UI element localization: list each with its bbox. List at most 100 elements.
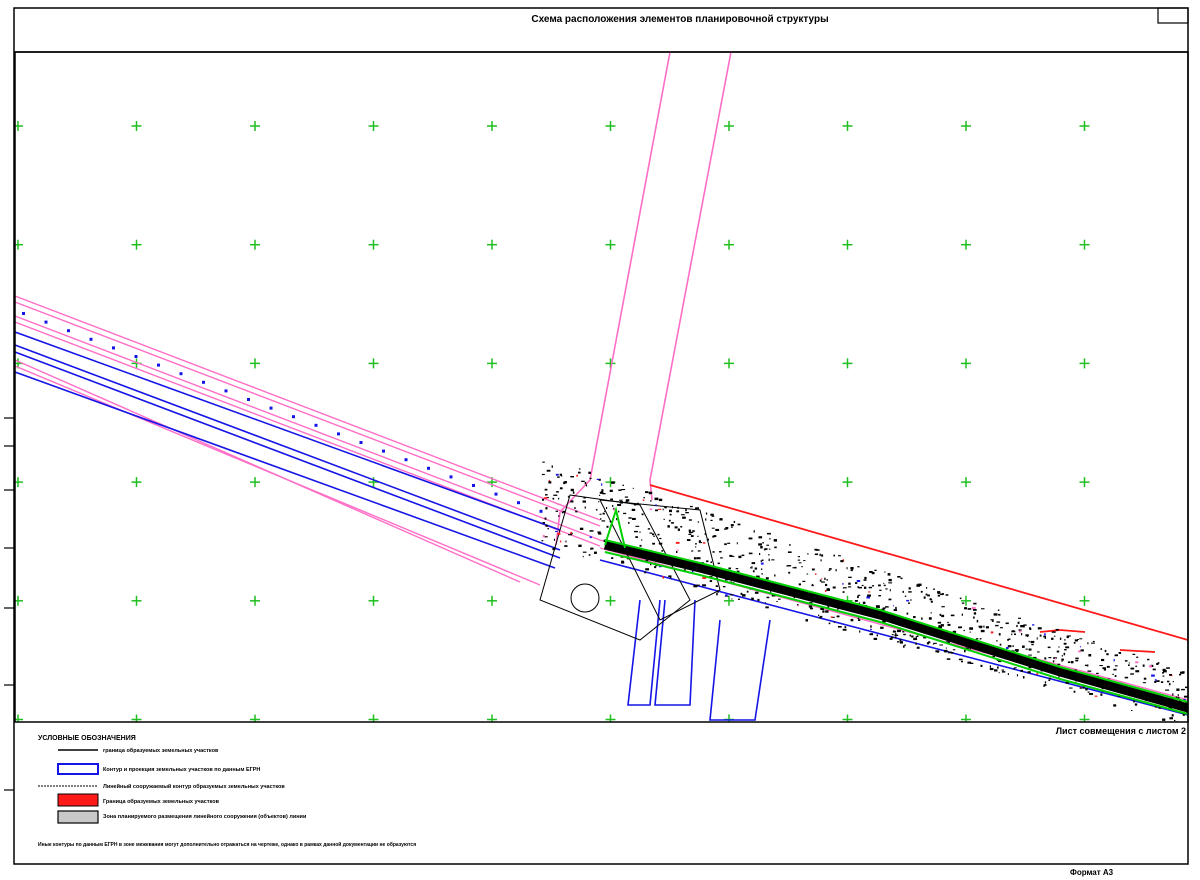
survey-mark bbox=[746, 590, 749, 593]
survey-mark bbox=[872, 585, 874, 587]
survey-mark bbox=[544, 497, 548, 499]
survey-mark bbox=[899, 641, 903, 644]
survey-mark bbox=[760, 568, 763, 570]
survey-mark bbox=[676, 551, 678, 553]
survey-mark bbox=[1091, 642, 1095, 644]
survey-mark bbox=[925, 593, 928, 596]
legend-symbol-blue-rect bbox=[57, 763, 99, 775]
survey-mark bbox=[748, 552, 753, 555]
survey-mark bbox=[894, 636, 897, 639]
survey-mark bbox=[1074, 669, 1077, 671]
survey-mark bbox=[861, 584, 864, 587]
survey-mark bbox=[671, 506, 673, 509]
survey-mark bbox=[884, 571, 886, 573]
survey-mark bbox=[1172, 681, 1174, 683]
survey-mark bbox=[1044, 681, 1047, 684]
coordinate-grid bbox=[15, 121, 1090, 722]
survey-mark bbox=[545, 494, 548, 496]
survey-mark bbox=[950, 614, 955, 617]
survey-mark bbox=[677, 506, 679, 509]
survey-mark bbox=[1103, 668, 1106, 671]
survey-mark bbox=[712, 535, 715, 538]
survey-mark bbox=[850, 618, 854, 622]
survey-mark bbox=[599, 494, 601, 496]
survey-mark bbox=[1100, 693, 1103, 696]
grid-cross bbox=[250, 714, 260, 722]
blue-dot bbox=[427, 466, 430, 470]
survey-mark bbox=[893, 609, 897, 611]
survey-mark bbox=[575, 510, 578, 513]
grid-cross bbox=[15, 239, 23, 250]
survey-mark bbox=[1156, 663, 1159, 665]
survey-mark bbox=[939, 644, 943, 646]
grid-cross bbox=[368, 239, 379, 250]
survey-mark bbox=[624, 496, 629, 498]
survey-mark bbox=[810, 607, 814, 610]
survey-mark bbox=[738, 555, 742, 559]
grid-cross bbox=[842, 477, 853, 488]
survey-mark bbox=[542, 522, 545, 524]
survey-mark bbox=[883, 582, 885, 584]
survey-mark bbox=[995, 624, 999, 627]
survey-mark bbox=[875, 605, 880, 608]
survey-mark bbox=[990, 631, 994, 634]
survey-mark bbox=[1189, 704, 1193, 706]
survey-mark bbox=[582, 500, 586, 503]
survey-mark bbox=[967, 608, 972, 610]
survey-mark bbox=[1096, 672, 1099, 675]
survey-mark bbox=[724, 579, 728, 581]
survey-mark bbox=[603, 539, 606, 542]
survey-mark bbox=[1100, 648, 1102, 650]
survey-mark bbox=[1073, 690, 1076, 693]
survey-mark bbox=[933, 643, 935, 645]
survey-mark bbox=[609, 489, 613, 492]
survey-mark bbox=[921, 617, 923, 620]
survey-mark bbox=[736, 570, 740, 573]
survey-mark bbox=[655, 509, 658, 512]
survey-mark bbox=[555, 530, 558, 532]
survey-mark bbox=[1151, 674, 1155, 677]
survey-mark bbox=[894, 634, 899, 636]
survey-mark bbox=[765, 606, 769, 609]
survey-mark bbox=[1039, 634, 1042, 637]
survey-mark bbox=[720, 557, 723, 559]
survey-mark bbox=[997, 666, 999, 669]
survey-mark bbox=[621, 560, 624, 563]
survey-mark bbox=[1149, 665, 1152, 668]
survey-mark bbox=[1112, 673, 1114, 675]
survey-mark bbox=[916, 635, 919, 637]
survey-mark bbox=[697, 550, 701, 552]
survey-mark bbox=[725, 594, 728, 597]
survey-mark bbox=[658, 542, 663, 545]
survey-mark bbox=[1074, 639, 1078, 642]
survey-mark bbox=[748, 537, 753, 540]
survey-mark bbox=[930, 600, 933, 603]
survey-mark bbox=[632, 487, 634, 489]
survey-mark bbox=[1076, 639, 1079, 640]
survey-mark bbox=[768, 548, 771, 550]
survey-mark bbox=[547, 528, 549, 530]
survey-mark bbox=[596, 478, 600, 480]
survey-mark bbox=[695, 543, 697, 545]
survey-mark bbox=[1124, 676, 1129, 679]
survey-mark bbox=[1051, 631, 1056, 633]
blue-dot-row bbox=[22, 312, 543, 513]
survey-mark bbox=[751, 566, 753, 569]
survey-mark bbox=[556, 491, 559, 493]
blue-dot bbox=[494, 492, 498, 496]
survey-mark bbox=[557, 532, 561, 535]
survey-mark bbox=[821, 581, 825, 583]
survey-mark bbox=[1020, 625, 1024, 628]
survey-mark bbox=[731, 526, 733, 528]
survey-mark bbox=[633, 504, 637, 506]
blue-dot bbox=[517, 501, 520, 505]
survey-mark bbox=[1028, 648, 1032, 651]
survey-mark bbox=[705, 518, 707, 521]
survey-mark bbox=[578, 468, 581, 470]
survey-mark bbox=[1043, 635, 1046, 638]
survey-mark bbox=[1028, 640, 1030, 643]
survey-mark bbox=[821, 578, 823, 580]
survey-mark bbox=[686, 539, 691, 541]
format-label: Формат А3 bbox=[1070, 868, 1114, 877]
blue-dot bbox=[292, 415, 295, 419]
